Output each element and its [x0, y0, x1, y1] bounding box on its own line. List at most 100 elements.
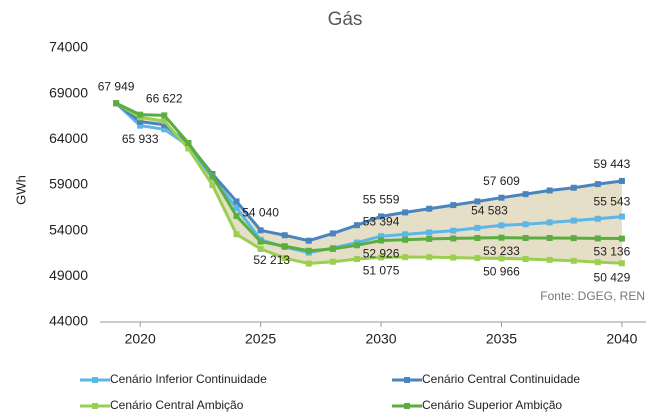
point-marker: [329, 245, 336, 252]
data-label: 53 233: [483, 244, 520, 258]
point-marker: [570, 217, 577, 224]
data-label: 50 966: [483, 265, 520, 279]
point-marker: [498, 194, 505, 201]
point-marker: [450, 227, 457, 234]
point-marker: [137, 118, 144, 125]
data-label: 55 559: [363, 193, 400, 207]
point-marker: [618, 260, 625, 267]
legend-label: Cenário Superior Ambição: [422, 398, 562, 412]
point-marker: [546, 256, 553, 263]
point-marker: [498, 222, 505, 229]
point-marker: [378, 213, 385, 220]
point-marker: [257, 245, 264, 252]
point-marker: [570, 257, 577, 264]
legend-marker: [404, 403, 410, 409]
data-label: 53 136: [594, 245, 631, 259]
point-marker: [305, 247, 312, 254]
y-tick-label: 44000: [49, 313, 88, 329]
point-marker: [546, 219, 553, 226]
data-label: 54 040: [242, 205, 279, 219]
point-marker: [426, 205, 433, 212]
point-marker: [402, 209, 409, 216]
data-label: 50 429: [594, 270, 631, 284]
x-tick-label: 2040: [606, 331, 637, 347]
point-marker: [233, 213, 240, 220]
point-marker: [402, 236, 409, 243]
point-marker: [329, 230, 336, 237]
y-tick-label: 64000: [49, 130, 88, 146]
point-marker: [305, 237, 312, 244]
point-marker: [426, 235, 433, 242]
source: Fonte: DGEG, REN: [540, 289, 645, 303]
point-marker: [137, 122, 144, 129]
y-tick-label: 59000: [49, 176, 88, 192]
point-marker: [594, 215, 601, 222]
legend-marker: [404, 377, 410, 383]
point-marker: [329, 258, 336, 265]
data-label: 66 622: [146, 92, 183, 106]
point-marker: [305, 260, 312, 267]
point-marker: [570, 184, 577, 191]
y-tick-label: 74000: [49, 39, 88, 55]
point-marker: [450, 235, 457, 242]
point-marker: [113, 100, 120, 107]
point-marker: [353, 222, 360, 229]
point-marker: [618, 235, 625, 242]
x-tick-label: 2035: [486, 331, 517, 347]
point-marker: [570, 235, 577, 242]
legend-label: Cenário Inferior Continuidade: [110, 372, 267, 386]
legend-marker: [92, 403, 98, 409]
point-marker: [474, 234, 481, 241]
legend-label: Cenário Central Ambição: [110, 398, 244, 412]
data-label: 55 543: [594, 195, 631, 209]
data-label: 51 075: [363, 264, 400, 278]
x-tick-label: 2030: [365, 331, 396, 347]
point-marker: [618, 213, 625, 220]
point-marker: [353, 255, 360, 262]
point-marker: [137, 111, 144, 118]
point-marker: [522, 221, 529, 228]
point-marker: [474, 255, 481, 262]
series-line: [115, 101, 622, 266]
y-tick-label: 69000: [49, 84, 88, 100]
point-marker: [402, 254, 409, 261]
point-marker: [474, 198, 481, 205]
point-marker: [618, 177, 625, 184]
point-marker: [257, 238, 264, 245]
point-marker: [161, 126, 168, 133]
point-marker: [450, 202, 457, 209]
data-label: 59 443: [594, 157, 631, 171]
point-marker: [474, 224, 481, 231]
point-marker: [233, 231, 240, 238]
data-label: 52 213: [253, 253, 290, 267]
y-tick-label: 54000: [49, 221, 88, 237]
point-marker: [378, 237, 385, 244]
point-marker: [546, 234, 553, 241]
series-line: [115, 101, 622, 253]
point-marker: [450, 254, 457, 261]
data-label: 54 583: [471, 204, 508, 218]
point-marker: [185, 145, 192, 152]
data-label: 52 926: [363, 247, 400, 261]
point-marker: [594, 235, 601, 242]
point-marker: [378, 233, 385, 240]
point-marker: [498, 234, 505, 241]
y-tick-label: 49000: [49, 267, 88, 283]
legend-label: Cenário Central Continuidade: [422, 372, 580, 386]
legend-marker: [92, 377, 98, 383]
x-tick-label: 2020: [125, 331, 156, 347]
point-marker: [402, 231, 409, 238]
point-marker: [281, 255, 288, 262]
data-label: 67 949: [98, 79, 135, 93]
point-marker: [209, 172, 216, 179]
chart-title: Gás: [328, 9, 363, 30]
point-marker: [185, 139, 192, 146]
data-label: 53 394: [363, 214, 400, 228]
point-marker: [281, 232, 288, 239]
data-label: 57 609: [483, 174, 520, 188]
point-marker: [594, 181, 601, 188]
x-tick-label: 2025: [245, 331, 276, 347]
point-marker: [161, 112, 168, 119]
y-axis-label: GWh: [13, 175, 28, 205]
